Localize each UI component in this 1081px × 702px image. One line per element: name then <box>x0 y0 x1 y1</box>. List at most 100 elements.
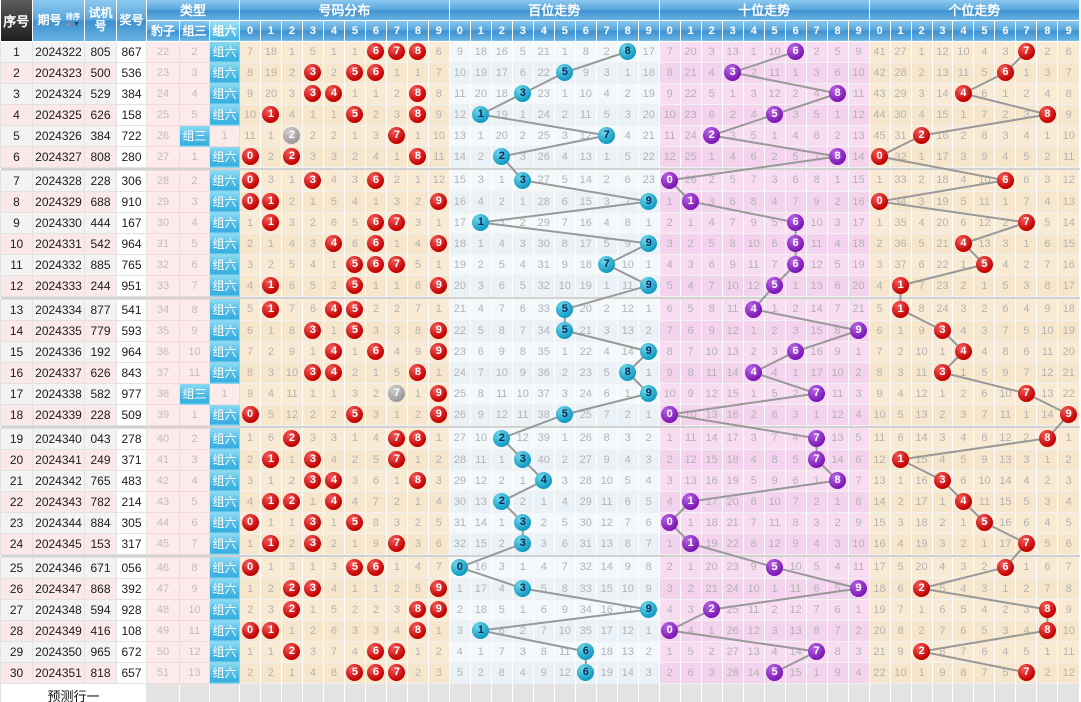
hundreds-cell: 8 <box>617 41 639 63</box>
units-cell: 4 <box>1015 125 1038 147</box>
dist-cell: 1 <box>386 275 408 297</box>
table-row: 30 2024351 818 657 51 13 组六 2 2 1 4 8 5 6 7 2 3 5 2 8 4 9 12 6 1… <box>0 661 1080 684</box>
hundreds-cell: 1 <box>470 104 492 126</box>
units-cell: 15 <box>1057 233 1080 255</box>
units-cell: 9 <box>932 662 954 684</box>
tens-cell: 2 <box>701 125 723 147</box>
hundreds-cell: 34 <box>533 320 555 342</box>
units-cell: 16 <box>869 533 891 555</box>
dist-cell: 3 <box>407 533 429 555</box>
sort-asc-icon[interactable]: ▲ <box>65 20 72 28</box>
hundreds-ball: 4 <box>535 472 553 489</box>
tens-cell: 7 <box>785 491 807 513</box>
units-ball: 1 <box>892 300 910 318</box>
units-cell: 4 <box>952 83 975 105</box>
zusan-cell: 组三 <box>179 382 210 405</box>
units-cell: 9 <box>890 641 912 663</box>
units-cell: 4 <box>932 449 954 471</box>
units-cell: 4 <box>890 383 912 405</box>
baozi-cell: 39 <box>146 403 180 426</box>
period-cell: 2024326 <box>32 124 85 147</box>
tens-cell: 1 <box>743 320 765 342</box>
prize-number-cell: 371 <box>116 448 147 471</box>
section-hundreds-header: 百位走势 <box>449 0 660 21</box>
tens-cell: 2 <box>680 233 702 255</box>
units-cell: 5 <box>1036 212 1059 234</box>
test-number-cell: 192 <box>84 340 117 363</box>
baozi-cell: 24 <box>146 82 180 105</box>
units-cell: 18 <box>911 512 933 534</box>
period-cell: 2024335 <box>32 319 85 342</box>
hundreds-ball: 6 <box>577 664 595 681</box>
dist-cell: 5 <box>344 104 366 126</box>
dist-cell: 1 <box>428 362 450 384</box>
dist-cell: 2 <box>281 125 303 147</box>
hundreds-cell: 17 <box>470 578 492 600</box>
dist-cell: 2 <box>281 641 303 663</box>
hundreds-cell: 12 <box>575 125 597 147</box>
units-cell: 8 <box>1036 428 1059 450</box>
dist-cell: 10 <box>281 362 303 384</box>
units-cell: 4 <box>890 533 912 555</box>
table-row: 22 2024343 782 214 43 5 组六 4 1 2 1 4 4 7 2 1 4 30 13 2 2 1 4 29… <box>0 490 1080 513</box>
dist-cell: 1 <box>302 557 324 579</box>
tens-cell: 6 <box>785 470 807 492</box>
hundreds-cell: 11 <box>449 83 471 105</box>
zuliu-cell: 组六 <box>208 661 241 684</box>
units-cell: 14 <box>911 428 933 450</box>
tens-ball: 6 <box>787 235 805 252</box>
units-cell: 22 <box>1057 383 1080 405</box>
hundreds-cell: 19 <box>491 104 513 126</box>
units-cell: 6 <box>952 212 975 234</box>
units-cell: 7 <box>973 104 996 126</box>
units-ball: 4 <box>954 343 972 360</box>
units-cell: 8 <box>911 299 933 321</box>
dist-cell: 4 <box>323 491 345 513</box>
hundreds-cell: 3 <box>512 83 534 105</box>
tens-cell: 2 <box>848 620 870 642</box>
dist-cell: 5 <box>344 254 366 276</box>
units-cell: 8 <box>890 620 912 642</box>
dist-ball: 6 <box>367 664 385 681</box>
period-header: 期号 排序 ▲ ▼ <box>32 0 85 42</box>
hundreds-cell: 2 <box>491 491 513 513</box>
hundreds-cell: 2 <box>533 512 555 534</box>
tens-cell: 9 <box>701 320 723 342</box>
digit-header: 9 <box>638 20 660 42</box>
units-cell: 1 <box>1015 62 1038 84</box>
units-cell: 18 <box>932 170 954 192</box>
zuliu-cell: 组六 <box>208 619 241 642</box>
period-header-label: 期号 <box>37 12 62 27</box>
tens-cell: 11 <box>764 62 786 84</box>
dist-ball: 6 <box>367 214 385 231</box>
tens-cell: 28 <box>722 662 744 684</box>
digit-header: 6 <box>994 20 1017 42</box>
table-row: 2 2024323 500 536 23 3 组六 8 19 2 3 2 5 6 1 1 7 10 19 17 6 22 5… <box>0 61 1080 84</box>
sort-desc-icon[interactable]: ▼ <box>73 20 80 28</box>
seq-cell: 11 <box>0 253 33 276</box>
tens-cell: 4 <box>827 557 849 579</box>
units-cell: 2 <box>932 404 954 426</box>
hundreds-cell: 5 <box>554 170 576 192</box>
hundreds-cell: 9 <box>617 233 639 255</box>
zuliu-cell: 1 <box>208 382 241 405</box>
dist-cell: 3 <box>365 620 387 642</box>
hundreds-cell: 36 <box>533 362 555 384</box>
units-cell: 2 <box>911 125 933 147</box>
dist-cell: 5 <box>344 299 366 321</box>
units-cell: 42 <box>869 62 891 84</box>
prediction-empty-cell <box>1015 682 1038 702</box>
tens-cell: 6 <box>743 146 765 168</box>
baozi-cell: 41 <box>146 448 180 471</box>
hundreds-cell: 2 <box>470 146 492 168</box>
units-cell: 16 <box>911 470 933 492</box>
units-cell: 2 <box>994 212 1017 234</box>
dist-cell: 7 <box>239 41 261 63</box>
dist-ball: 6 <box>367 256 385 273</box>
hundreds-cell: 9 <box>554 254 576 276</box>
dist-cell: 3 <box>281 557 303 579</box>
hundreds-cell: 26 <box>533 146 555 168</box>
seq-cell: 25 <box>0 556 33 579</box>
tens-cell: 11 <box>764 512 786 534</box>
tens-cell: 24 <box>722 578 744 600</box>
